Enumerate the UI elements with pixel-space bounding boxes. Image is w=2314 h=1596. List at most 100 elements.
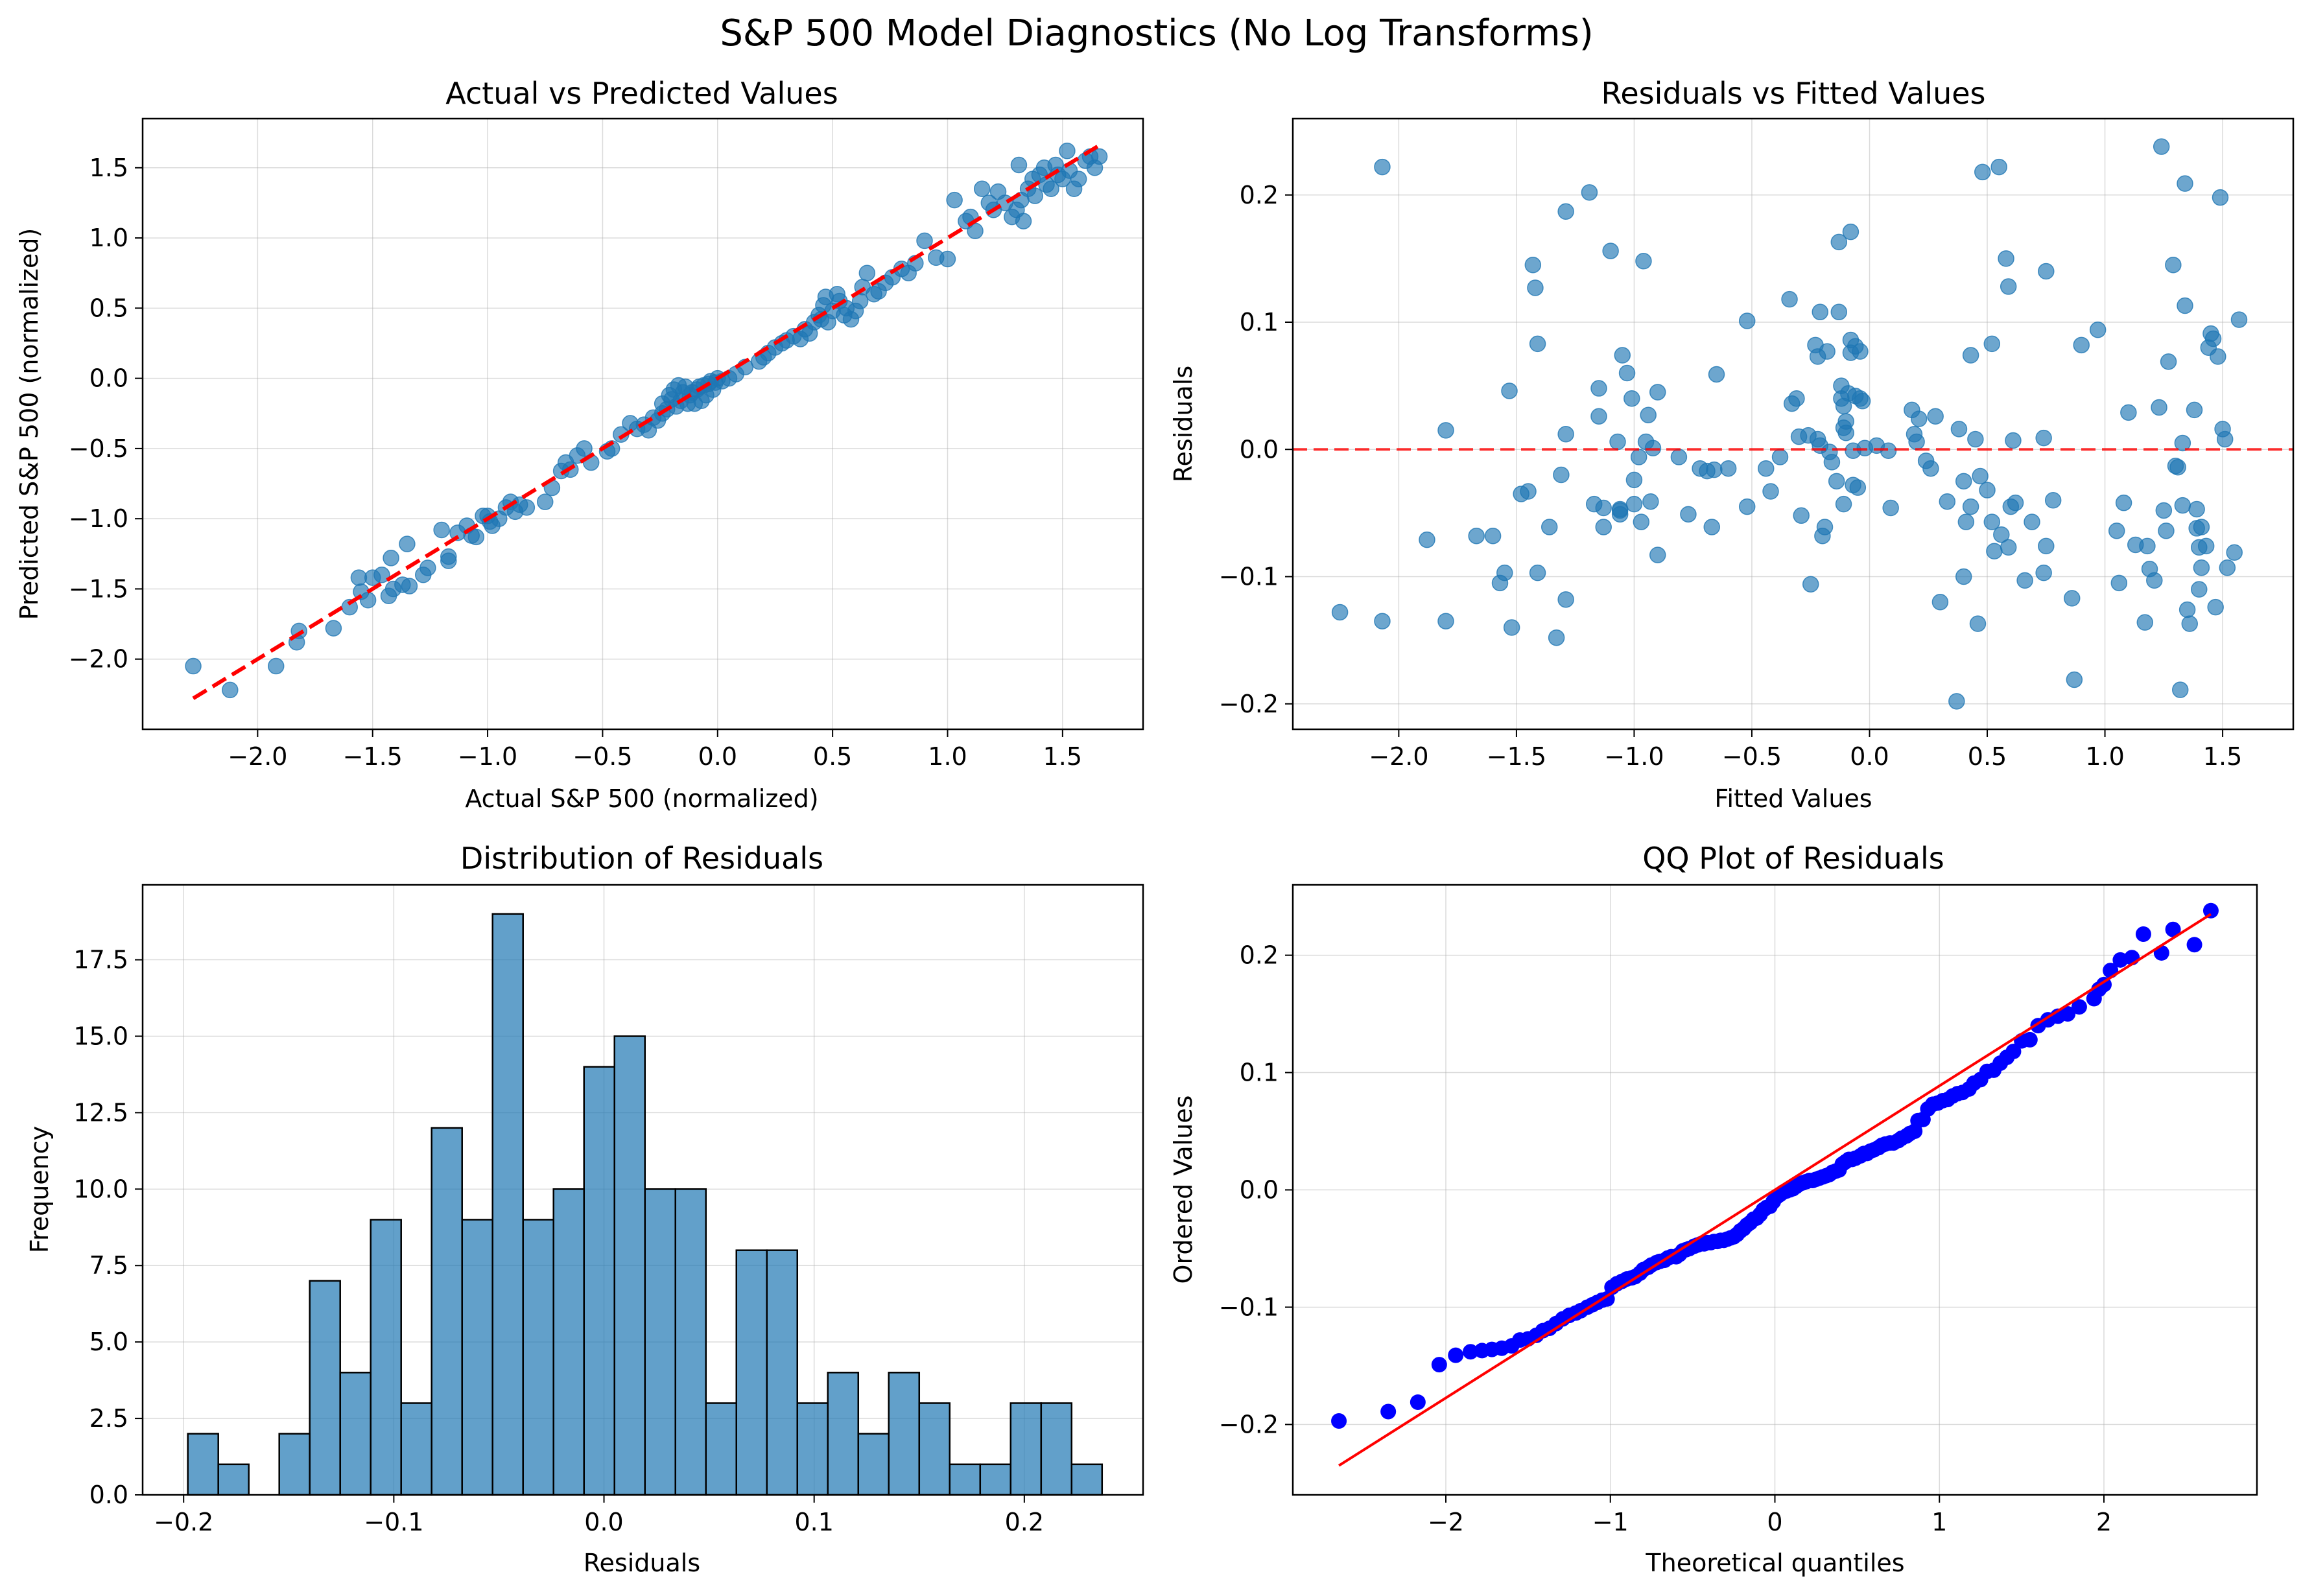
axis-ticks: −2 −1 0 1 2 −0.2 −0.1 0.0 0.1 0.2 <box>1219 941 2112 1536</box>
scatter-point <box>1998 250 2014 267</box>
scatter-point <box>2230 311 2248 328</box>
scatter-point <box>973 180 991 198</box>
scatter-point <box>1910 410 1928 427</box>
scatter-point <box>401 578 418 594</box>
x-tick-label: 1.5 <box>2203 742 2242 771</box>
data-layer <box>1293 138 2293 710</box>
y-tick-label: 0.2 <box>1240 941 1279 970</box>
histogram-bar <box>613 1035 646 1496</box>
scatter-point <box>2151 399 2167 416</box>
scatter-point <box>1939 493 1956 510</box>
x-tick-label: −2 <box>1428 1508 1464 1536</box>
scatter-point <box>1524 256 1542 274</box>
x-axis-label: Residuals <box>584 1549 700 1577</box>
scatter-point <box>1625 471 1643 489</box>
scatter-point <box>1837 424 1854 441</box>
scatter-point <box>1070 170 1087 187</box>
scatter-point <box>2177 297 2193 314</box>
histogram-bar <box>370 1219 402 1496</box>
scatter-point <box>359 592 377 609</box>
scatter-point <box>1553 466 1570 484</box>
panel-qq-plot: QQ Plot of Residuals −2 −1 0 1 2 −0.2 −0.1 0.0 0… <box>1169 841 2258 1577</box>
identity-reference-line <box>192 143 1101 700</box>
scatter-point <box>1993 526 2010 543</box>
scatter-point <box>2178 601 2196 618</box>
y-tick-label: 2.5 <box>89 1404 128 1433</box>
x-axis-label: Actual S&P 500 (normalized) <box>465 784 818 813</box>
scatter-point <box>1611 500 1629 518</box>
scatter-point <box>383 550 399 567</box>
scatter-point <box>2216 430 2234 448</box>
x-tick-label: 1.5 <box>1043 742 1082 771</box>
scatter-point <box>2063 590 2081 607</box>
qq-point <box>1463 1344 1479 1360</box>
histogram-bar <box>1009 1402 1043 1496</box>
histogram-bar <box>918 1402 951 1496</box>
plot-frame <box>141 884 1144 1496</box>
scatter-point <box>1590 408 1607 425</box>
qq-point <box>2135 926 2151 943</box>
qq-point <box>2112 952 2129 968</box>
scatter-point <box>2000 278 2017 295</box>
scatter-point <box>1015 213 1032 229</box>
y-tick-label: 12.5 <box>73 1098 128 1127</box>
scatter-point <box>1882 499 1899 517</box>
scatter-point <box>1802 576 1819 593</box>
scatter-point <box>1091 148 1108 165</box>
scatter-point <box>1830 303 1848 321</box>
x-tick-label: 0.2 <box>1005 1508 1044 1536</box>
scatter-point <box>1635 253 1652 270</box>
y-axis-label: Predicted S&P 500 (normalized) <box>15 228 43 620</box>
scatter-point <box>1812 303 1829 321</box>
scatter-point <box>2210 348 2226 365</box>
scatter-point <box>2160 353 2177 370</box>
histogram-bar <box>583 1066 615 1496</box>
x-tick-label: −0.2 <box>154 1508 213 1536</box>
y-tick-label: 0.5 <box>89 294 128 322</box>
scatter-point <box>1595 499 1612 517</box>
scatter-point <box>1496 564 1513 581</box>
x-tick-label: 1.0 <box>2085 742 2124 771</box>
panel-distribution-of-residuals: Distribution of Residuals −0.2 −0.1 0.0 0.1… <box>25 841 1144 1577</box>
scatter-point <box>1529 564 1546 581</box>
scatter-point <box>2197 537 2215 555</box>
scatter-point <box>1835 495 1852 513</box>
x-tick-label: 0.1 <box>794 1508 833 1536</box>
qq-point <box>1448 1347 1464 1363</box>
qq-point <box>1599 1291 1615 1307</box>
x-tick-label: −1.0 <box>458 742 517 771</box>
scatter-point <box>1816 519 1834 535</box>
scatter-point <box>1557 425 1574 443</box>
scatter-point <box>2158 522 2175 539</box>
qq-point <box>2022 1031 2038 1048</box>
histogram-bar <box>400 1402 432 1496</box>
histogram-bar <box>278 1433 311 1496</box>
x-tick-label: −1.5 <box>1487 742 1546 771</box>
x-tick-label: −1.0 <box>1604 742 1664 771</box>
scatter-point <box>2174 434 2191 452</box>
histogram-bar <box>1070 1463 1104 1496</box>
qq-point <box>1431 1357 1447 1373</box>
panel-title: Distribution of Residuals <box>460 841 823 876</box>
scatter-point <box>1706 461 1723 478</box>
histogram-bar <box>766 1249 799 1496</box>
y-tick-label: 0.0 <box>89 364 128 393</box>
scatter-point <box>2207 598 2224 616</box>
scatter-point <box>1331 604 1349 621</box>
scatter-point <box>222 681 239 699</box>
scatter-point <box>1762 483 1779 500</box>
qq-point <box>2060 1006 2076 1022</box>
scatter-point <box>2139 537 2156 555</box>
y-axis-label: Residuals <box>1169 366 1198 482</box>
histogram-bar <box>522 1219 554 1496</box>
scatter-point <box>419 559 436 576</box>
scatter-point <box>2177 175 2193 192</box>
scatter-point <box>916 232 933 250</box>
scatter-point <box>518 499 536 516</box>
y-tick-label: 0.1 <box>1240 308 1279 336</box>
panel-residuals-vs-fitted: Residuals vs Fitted Values −2.0 −1.5 −1.0−… <box>1169 76 2295 813</box>
scatter-point <box>1983 513 2001 530</box>
scatter-point <box>1931 594 1949 611</box>
x-tick-label: −2.0 <box>1369 742 1428 771</box>
qq-point <box>2071 999 2087 1015</box>
